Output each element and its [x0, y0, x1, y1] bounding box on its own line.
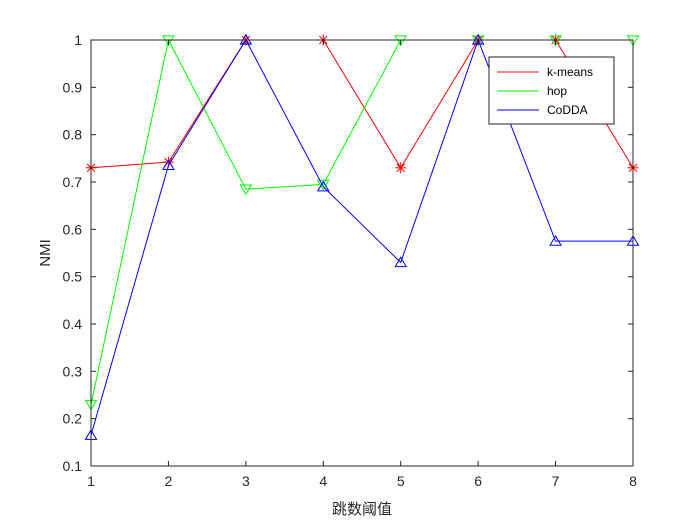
x-tick-label-5: 5 [397, 473, 405, 489]
legend-label-k-means: k-means [547, 65, 593, 79]
y-axis-label: NMI [37, 239, 54, 267]
y-tick-label-1: 1 [74, 32, 82, 48]
y-tick-label-0.3: 0.3 [63, 363, 83, 379]
data-point-CoDDA-7 [549, 234, 562, 246]
data-point-hop-4 [316, 179, 330, 191]
axes-box [90, 39, 634, 467]
series-line-CoDDA [90, 38, 633, 436]
x-tick-label-7: 7 [552, 473, 560, 489]
data-point-hop-7 [549, 35, 562, 47]
y-tick-label-0.1: 0.1 [63, 458, 83, 474]
ticks-layer: 1 2 3 4 5 6 7 8 0.1 0.2 0.3 0.4 0.5 0.6 0.7 0.8 0.9 1 [63, 32, 638, 489]
legend-label-hop: hop [547, 84, 567, 98]
y-tick-label-0.6: 0.6 [63, 221, 83, 237]
data-point-CoDDA-2 [162, 159, 175, 171]
axes-layer [90, 39, 634, 467]
x-tick-label-8: 8 [629, 473, 637, 489]
y-tick-label-0.8: 0.8 [63, 127, 83, 143]
data-point-hop-2 [162, 35, 175, 47]
legend: k-means hop CoDDA [488, 56, 615, 125]
x-tick-label-2: 2 [165, 473, 173, 489]
x-tick-label-1: 1 [87, 473, 95, 489]
data-point-hop-6 [471, 35, 485, 47]
legend-label-CoDDA: CoDDA [547, 103, 588, 117]
data-point-hop-3 [239, 184, 253, 196]
y-tick-label-0.5: 0.5 [63, 269, 83, 285]
data-point-hop-5 [394, 35, 408, 47]
x-axis-label: 跳数阈值 [332, 501, 392, 518]
data-point-hop-8 [626, 35, 640, 47]
data-point-k-means-5 [395, 162, 407, 174]
y-tick-label-0.2: 0.2 [63, 411, 83, 427]
y-tick-label-0.4: 0.4 [63, 316, 83, 332]
y-tick-label-0.9: 0.9 [63, 79, 83, 95]
x-tick-label-4: 4 [319, 473, 327, 489]
data-point-CoDDA-4 [316, 180, 330, 192]
x-tick-label-6: 6 [474, 473, 482, 489]
x-tick-label-3: 3 [242, 473, 250, 489]
data-point-CoDDA-5 [394, 256, 408, 268]
y-tick-label-0.7: 0.7 [63, 174, 83, 190]
